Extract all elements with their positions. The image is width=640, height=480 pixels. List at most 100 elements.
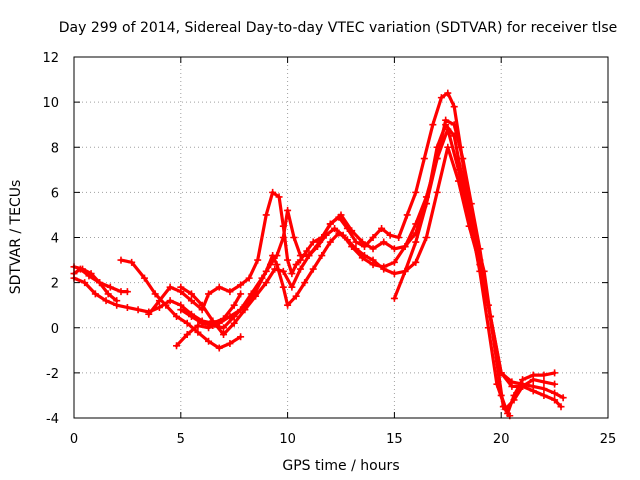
data-point-track-2 — [155, 303, 163, 311]
data-point-track-4 — [140, 274, 148, 282]
data-point-track-4 — [173, 312, 181, 320]
data-point-track-8 — [209, 321, 217, 329]
data-point-track-5 — [551, 369, 559, 377]
data-point-track-7 — [390, 258, 398, 266]
data-point-track-5 — [420, 155, 428, 163]
data-point-track-4 — [162, 301, 170, 309]
data-point-track-6 — [337, 211, 345, 219]
data-point-track-2 — [91, 290, 99, 298]
data-point-track-8 — [279, 283, 287, 291]
data-point-track-6 — [348, 227, 356, 235]
data-point-track-7 — [220, 331, 228, 339]
data-point-track-8 — [252, 288, 260, 296]
data-point-track-8 — [369, 256, 377, 264]
data-point-track-5 — [369, 234, 377, 241]
data-point-track-9 — [442, 116, 450, 124]
data-point-track-6 — [358, 238, 366, 246]
data-point-track-9 — [499, 403, 507, 411]
y-tick-label: 4 — [51, 232, 59, 247]
data-point-track-4 — [151, 290, 159, 298]
data-point-track-9 — [412, 238, 420, 246]
data-point-track-3 — [104, 290, 112, 298]
data-point-track-9 — [476, 245, 484, 253]
data-point-track-8 — [433, 188, 441, 196]
x-axis-label: GPS time / hours — [282, 458, 399, 474]
data-point-track-8 — [269, 252, 277, 260]
data-point-track-8 — [551, 389, 559, 397]
data-point-track-5 — [145, 310, 153, 318]
data-point-track-7 — [401, 243, 409, 251]
data-point-track-5 — [378, 224, 386, 232]
data-point-track-5 — [254, 256, 262, 264]
data-point-track-7 — [296, 265, 304, 273]
data-point-track-1 — [117, 288, 125, 296]
data-point-track-8 — [309, 265, 317, 273]
data-point-track-2 — [123, 303, 131, 311]
x-tick-label: 25 — [600, 432, 617, 447]
data-point-track-8 — [352, 245, 360, 253]
data-point-track-8 — [241, 301, 249, 309]
data-point-track-8 — [343, 236, 351, 244]
data-point-track-8 — [318, 252, 326, 260]
data-point-track-5 — [450, 103, 458, 111]
data-point-track-5 — [292, 261, 300, 269]
data-point-track-6 — [183, 331, 191, 339]
data-point-track-9 — [450, 121, 458, 129]
data-point-track-8 — [540, 385, 548, 393]
data-point-track-8 — [326, 238, 334, 246]
data-point-track-7 — [331, 224, 339, 232]
data-point-track-4 — [237, 333, 245, 341]
data-point-track-5 — [237, 281, 245, 289]
data-point-track-2 — [102, 297, 110, 305]
data-point-track-6 — [279, 234, 287, 241]
data-point-track-8 — [335, 229, 343, 237]
data-point-track-4 — [215, 344, 223, 352]
data-point-track-7 — [557, 403, 565, 411]
data-point-track-4 — [226, 340, 234, 348]
data-point-track-2 — [81, 279, 89, 287]
data-series — [70, 89, 567, 420]
y-tick-label: 8 — [51, 141, 59, 156]
data-point-track-5 — [155, 297, 163, 305]
y-tick-label: 0 — [51, 322, 59, 337]
data-point-track-8 — [380, 265, 388, 273]
data-point-track-2 — [166, 297, 174, 305]
data-point-track-3 — [79, 265, 87, 273]
data-point-track-9 — [422, 200, 430, 208]
data-point-track-5 — [540, 371, 548, 379]
data-point-track-7 — [262, 279, 270, 287]
data-point-track-7 — [322, 231, 330, 239]
data-point-track-6 — [194, 321, 202, 329]
data-point-track-7 — [551, 396, 559, 404]
y-tick-label: -4 — [46, 412, 59, 427]
data-point-track-5 — [429, 121, 437, 129]
data-point-track-5 — [288, 270, 296, 278]
data-point-track-8 — [301, 279, 309, 287]
data-point-track-5 — [403, 211, 411, 219]
y-tick-label: 12 — [42, 51, 59, 66]
data-point-track-8 — [390, 270, 398, 278]
data-point-track-6 — [551, 380, 559, 388]
data-point-track-8 — [220, 324, 228, 332]
data-point-track-8 — [559, 394, 567, 402]
x-tick-label: 5 — [177, 432, 185, 447]
data-point-track-5 — [309, 238, 317, 246]
data-point-track-9 — [459, 155, 467, 163]
y-tick-label: 10 — [42, 96, 59, 111]
data-point-track-1 — [123, 288, 131, 296]
data-point-track-8 — [422, 234, 430, 241]
data-point-track-8 — [454, 177, 462, 185]
data-point-track-5 — [215, 283, 223, 291]
data-point-track-5 — [245, 274, 253, 282]
data-point-track-7 — [540, 391, 548, 399]
plot-frame — [73, 56, 609, 419]
y-axis-label: SDTVAR / TECUs — [8, 180, 24, 295]
data-point-track-8 — [465, 222, 473, 230]
data-point-track-2 — [230, 301, 238, 309]
data-point-track-4 — [194, 328, 202, 336]
data-point-track-7 — [412, 220, 420, 228]
y-tick-label: 6 — [51, 186, 59, 201]
data-point-track-8 — [412, 258, 420, 266]
data-point-track-6 — [369, 245, 377, 253]
